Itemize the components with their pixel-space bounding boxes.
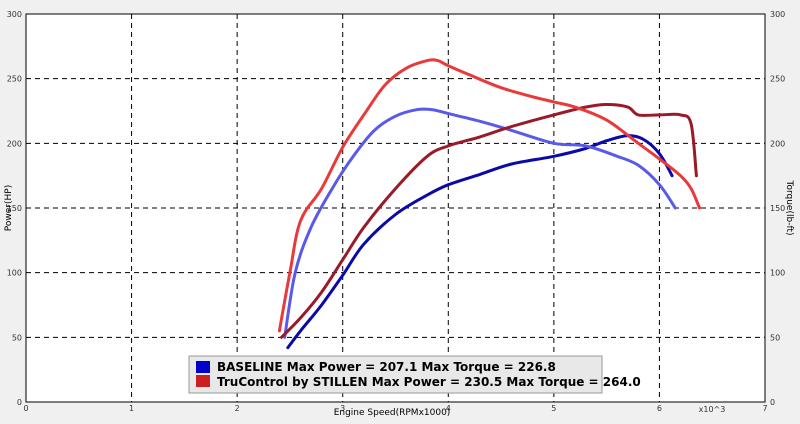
- y-tick-label-right: 300: [770, 10, 785, 19]
- x-tick-label: 6: [657, 404, 662, 413]
- y-tick-label-left: 300: [7, 10, 22, 19]
- legend: BASELINE Max Power = 207.1 Max Torque = …: [188, 355, 641, 394]
- legend-entry-baseline: BASELINE Max Power = 207.1 Max Torque = …: [217, 360, 556, 374]
- y-tick-label-right: 0: [770, 398, 775, 407]
- series-line-0: [286, 134, 674, 350]
- x-tick-label: 2: [235, 404, 240, 413]
- y-tick-label-right: 200: [770, 139, 785, 148]
- y-axis-label-right: Torque(lb-ft): [784, 180, 794, 236]
- y-tick-label-right: 150: [770, 204, 785, 213]
- y-tick-label-left: 50: [12, 333, 22, 342]
- series-line-2: [280, 103, 698, 339]
- y-tick-label-left: 100: [7, 269, 22, 278]
- y-tick-label-right: 100: [770, 269, 785, 278]
- x-tick-label: 1: [129, 404, 134, 413]
- y-tick-label-right: 50: [770, 333, 780, 342]
- grid: [26, 14, 765, 402]
- series-line-1: [283, 107, 677, 339]
- y-tick-label-right: 250: [770, 75, 785, 84]
- series-lines: [277, 58, 701, 350]
- x-tick-label: 5: [551, 404, 556, 413]
- x-tick-label: 7: [762, 404, 767, 413]
- y-axis-label-left: Power(HP): [4, 185, 14, 231]
- legend-entry-trucontrol: TruControl by STILLEN Max Power = 230.5 …: [217, 375, 641, 389]
- x-tick-label: 0: [23, 404, 28, 413]
- legend-swatch-trucontrol: [196, 375, 210, 387]
- y-tick-label-left: 200: [7, 139, 22, 148]
- x-multiplier-label: x10^3: [699, 405, 726, 414]
- x-tick-label: 3: [340, 404, 345, 413]
- y-tick-label-left: 250: [7, 75, 22, 84]
- legend-box: [188, 355, 603, 394]
- series-line-3: [277, 58, 701, 333]
- legend-swatch-baseline: [196, 361, 210, 373]
- y-tick-label-left: 150: [7, 204, 22, 213]
- x-tick-label: 4: [446, 404, 451, 413]
- y-tick-label-left: 0: [17, 398, 22, 407]
- x-axis-label: Engine Speed(RPMx1000): [334, 408, 451, 418]
